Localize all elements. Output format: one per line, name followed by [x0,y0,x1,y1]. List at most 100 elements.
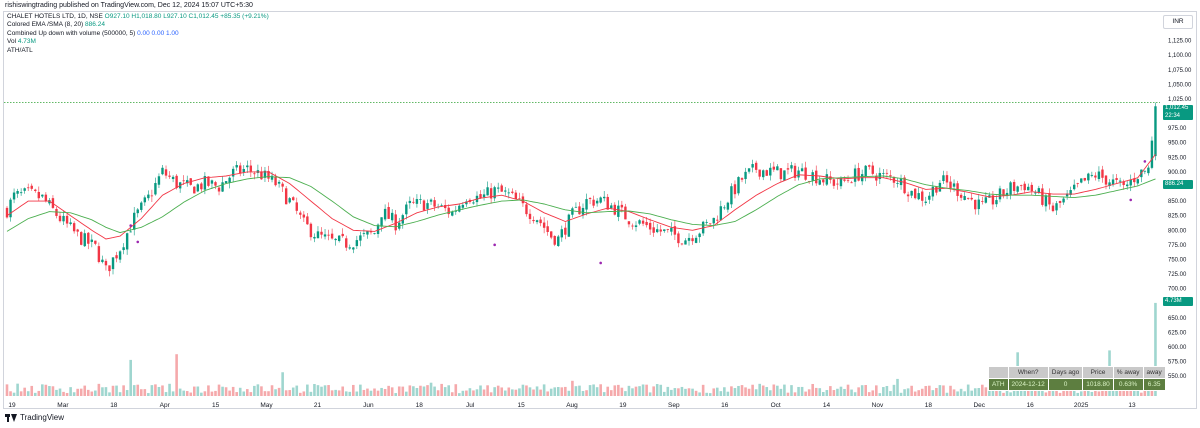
volume-bar [670,389,673,396]
volume-bar [41,384,44,396]
candle [479,190,482,199]
volume-bar [662,391,666,396]
candle-body [214,182,217,186]
candle [51,195,55,209]
candle-body [988,195,991,198]
volume-bar [129,359,132,396]
volume-bar [366,388,369,396]
candle-body [426,203,429,209]
candle [1087,172,1090,184]
ema-line [6,154,1156,240]
candle [924,196,927,206]
candle-body [161,167,164,175]
candle [5,206,9,219]
volume-bar [952,389,956,396]
candle [998,185,1002,203]
volume-bar [977,388,981,396]
candle-body [493,187,496,199]
candle-body [302,214,306,218]
candle [677,231,680,248]
volume-bar [1101,388,1104,396]
volume-bar [1154,302,1157,396]
candle [740,177,744,183]
candle-body [712,217,715,224]
candle-body [645,221,648,226]
candle-body [1037,188,1041,193]
volume-bar [122,385,125,396]
candle [765,169,768,176]
candle [981,196,984,205]
volume-bar [313,384,316,396]
ath-indicator-label[interactable]: ATH/ATL [7,46,33,54]
candle-body [1097,171,1101,179]
candle-body [1076,183,1079,185]
candle-body [171,176,175,180]
volume-bar [352,384,355,396]
candle-body [921,191,924,201]
candle-body [839,177,843,187]
price-tick-label: 1,025.00 [1168,97,1192,103]
candle-body [659,229,662,232]
volume-value: 4.73M [17,38,36,46]
candle-body [193,186,196,194]
candle-body [984,197,988,203]
volume-bar [846,384,850,396]
volume-bar [613,385,617,396]
candle [839,176,843,190]
time-tick-label: Dec [973,402,985,409]
volume-bar [995,385,998,396]
time-tick-label: Nov [872,402,884,409]
candle-body [726,202,730,210]
price-tick-label: 750.00 [1168,257,1187,263]
candle-body [507,192,510,194]
candle-body [631,225,634,227]
volume-bar [935,387,938,396]
candle-body [846,180,850,182]
volume-bar [422,386,426,396]
ema-indicator-label[interactable]: Colored EMA /SMA (8, 20) [7,21,84,29]
price-tick-label: 800.00 [1168,228,1187,234]
candle [995,195,998,208]
candle [337,235,341,243]
volume-bar [694,390,698,396]
volume-bar [892,384,896,396]
candle [1150,136,1154,170]
candle-body [387,206,390,219]
candle [875,173,878,187]
candle [1044,193,1048,212]
volume-bar [1044,392,1048,396]
candle [472,199,475,205]
candle [27,183,30,192]
volume-bar [157,386,161,396]
volume-bar [9,391,12,396]
price-axis: 1,125.00 1,100.00 1,075.00 1,050.00 1,025.00… [1168,39,1192,381]
ath-cell: 0 [1047,378,1084,391]
volume-bar [521,384,525,396]
candle [147,190,150,201]
candle-body [422,200,426,211]
candle-body [952,183,956,187]
candle [415,194,419,208]
candle-body [451,211,454,216]
volume-bar [23,387,26,396]
time-axis: 19 Mar 18 Apr 15 May 21 Jun 18 Jul 15 Aug 19 Sep 16 Oct… [8,402,1136,409]
candle-body [818,180,821,185]
candle [634,221,638,232]
updown-indicator-label[interactable]: Combined Up down with volume (500000, 5) [7,29,136,37]
candle-body [606,196,609,210]
candle-body [981,201,984,202]
footer-branding[interactable]: TradingView [5,413,64,422]
volume-bar [984,387,988,396]
volume-bar [730,386,733,396]
currency-selector[interactable]: INR [1163,15,1193,29]
chart-frame[interactable] [3,11,1197,409]
candle-body [1147,167,1150,174]
candle [1005,188,1009,200]
candle [1019,184,1023,191]
candle-body [966,197,970,199]
price-tick-label: 700.00 [1168,287,1187,293]
candle [758,169,761,180]
volume-label[interactable]: Vol [7,38,17,46]
candle [426,199,429,214]
